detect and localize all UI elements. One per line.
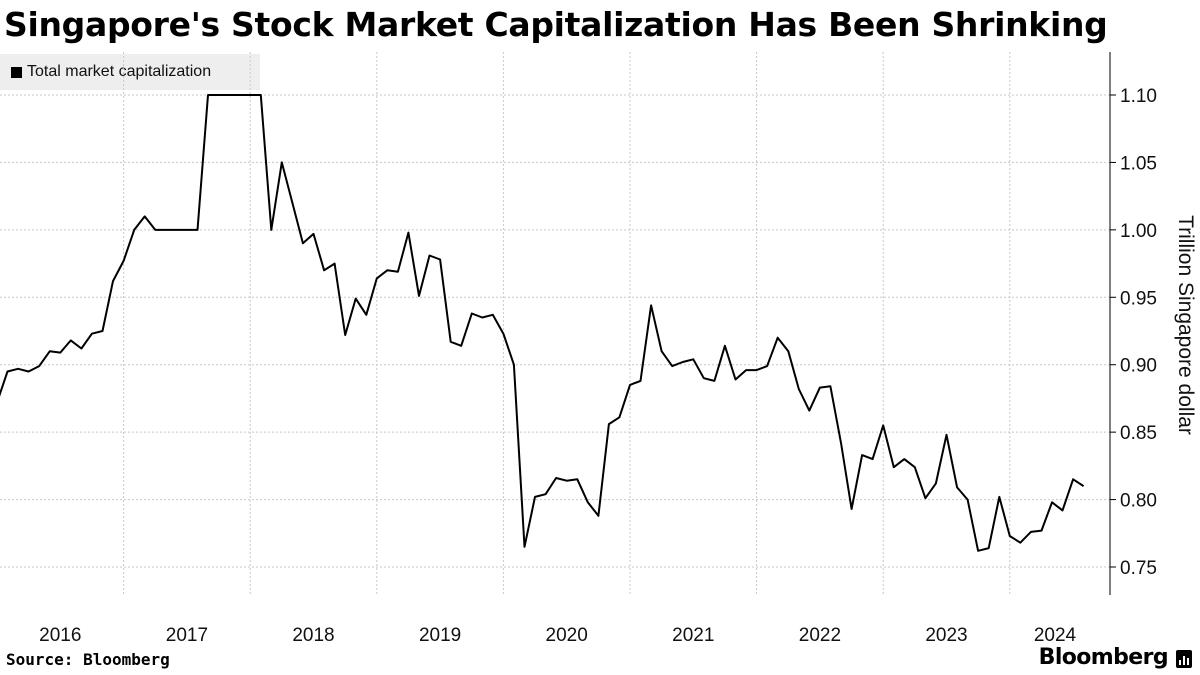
x-tick-label: 2024 bbox=[1034, 625, 1077, 646]
x-tick-label: 2021 bbox=[672, 625, 714, 646]
x-tick-label: 2022 bbox=[799, 625, 841, 646]
legend-swatch bbox=[11, 66, 22, 78]
y-tick-label: 0.75 bbox=[1120, 558, 1157, 579]
x-tick-label: 2018 bbox=[292, 625, 334, 646]
y-axis-label: Trillion Singapore dollar bbox=[1174, 215, 1197, 435]
bloomberg-chart-icon bbox=[1176, 650, 1192, 668]
x-tick-label: 2016 bbox=[39, 625, 81, 646]
chart-title: Singapore's Stock Market Capitalization … bbox=[4, 5, 1108, 44]
brand-logo-text: Bloomberg bbox=[1038, 645, 1169, 670]
y-tick-label: 0.95 bbox=[1120, 288, 1157, 309]
legend-label: Total market capitalization bbox=[27, 63, 212, 80]
x-tick-label: 2020 bbox=[546, 625, 588, 646]
x-tick-label: 2019 bbox=[419, 625, 461, 646]
y-tick-label: 1.00 bbox=[1120, 221, 1157, 242]
y-tick-label: 1.10 bbox=[1120, 86, 1157, 107]
y-tick-label: 0.85 bbox=[1120, 423, 1157, 444]
y-tick-label: 0.90 bbox=[1120, 356, 1157, 377]
y-tick-label: 1.05 bbox=[1120, 153, 1157, 174]
legend: Total market capitalization bbox=[0, 54, 260, 90]
y-tick-label: 0.80 bbox=[1120, 491, 1157, 512]
source-note: Source: Bloomberg bbox=[6, 650, 170, 669]
series-line-market-cap bbox=[0, 94, 1085, 552]
x-tick-label: 2017 bbox=[166, 625, 208, 646]
x-tick-label: 2023 bbox=[925, 625, 967, 646]
